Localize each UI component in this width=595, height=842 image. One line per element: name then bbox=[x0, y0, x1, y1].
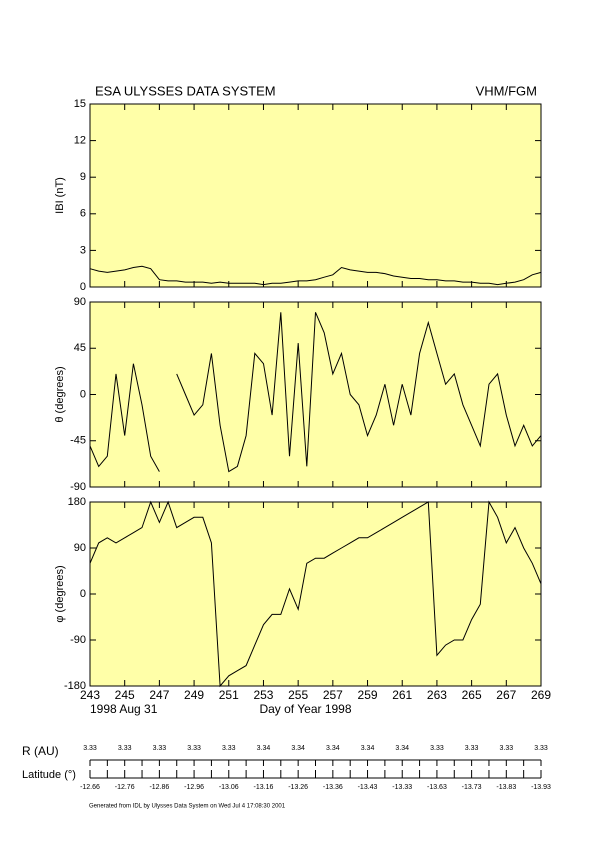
y-tick-label: 90 bbox=[74, 296, 86, 308]
x-tick-label: 255 bbox=[288, 688, 308, 702]
y-axis-label: φ (degrees) bbox=[54, 565, 66, 622]
y-tick-label: 15 bbox=[74, 98, 86, 110]
lat-value: -12.96 bbox=[184, 784, 204, 791]
r-value: 3.33 bbox=[153, 745, 167, 752]
y-tick-label: 0 bbox=[80, 281, 86, 293]
x-tick-label: 263 bbox=[427, 688, 447, 702]
r-value: 3.33 bbox=[430, 745, 444, 752]
r-value: 3.34 bbox=[361, 745, 375, 752]
x-tick-label: 265 bbox=[462, 688, 482, 702]
lat-value: -13.36 bbox=[323, 784, 343, 791]
y-tick-label: 90 bbox=[74, 542, 86, 554]
x-tick-label: 257 bbox=[323, 688, 343, 702]
y-tick-label: -90 bbox=[70, 634, 86, 646]
lat-value: -13.26 bbox=[288, 784, 308, 791]
lat-value: -13.16 bbox=[254, 784, 274, 791]
y-tick-label: 6 bbox=[80, 208, 86, 220]
y-tick-label: 180 bbox=[68, 496, 86, 508]
footer: Generated from IDL by Ulysses Data Syste… bbox=[89, 804, 286, 810]
lat-value: -13.73 bbox=[462, 784, 482, 791]
r-label: R (AU) bbox=[22, 744, 59, 758]
plot-area bbox=[89, 501, 542, 687]
lat-value: -13.63 bbox=[427, 784, 447, 791]
x-tick-label: 253 bbox=[253, 688, 273, 702]
x-tick-label: 259 bbox=[358, 688, 378, 702]
lat-value: -12.66 bbox=[80, 784, 100, 791]
lat-value: -13.83 bbox=[496, 784, 516, 791]
page-title: ESA ULYSSES DATA SYSTEM bbox=[95, 83, 276, 98]
r-value: 3.33 bbox=[465, 745, 479, 752]
r-value: 3.33 bbox=[118, 745, 132, 752]
y-tick-label: -45 bbox=[70, 435, 86, 447]
lat-label: Latitude (°) bbox=[22, 769, 76, 781]
lat-value: -13.33 bbox=[392, 784, 412, 791]
y-tick-label: 12 bbox=[74, 135, 86, 147]
x-tick-label: 269 bbox=[531, 688, 551, 702]
r-value: 3.33 bbox=[499, 745, 513, 752]
y-tick-label: 0 bbox=[80, 588, 86, 600]
x-tick-label: 267 bbox=[496, 688, 516, 702]
r-value: 3.34 bbox=[291, 745, 305, 752]
y-tick-label: -180 bbox=[64, 680, 86, 692]
x-tick-label: 245 bbox=[115, 688, 135, 702]
y-axis-label: θ (degrees) bbox=[54, 366, 66, 422]
x-tick-label: 251 bbox=[219, 688, 239, 702]
r-value: 3.33 bbox=[222, 745, 236, 752]
r-value: 3.34 bbox=[326, 745, 340, 752]
instrument: VHM/FGM bbox=[476, 83, 537, 98]
r-value: 3.33 bbox=[534, 745, 548, 752]
y-tick-label: 0 bbox=[80, 388, 86, 400]
date-label: 1998 Aug 31 bbox=[90, 702, 158, 716]
y-tick-label: -90 bbox=[70, 481, 86, 493]
x-tick-label: 243 bbox=[80, 688, 100, 702]
data-line bbox=[89, 500, 542, 688]
plot-area bbox=[89, 103, 542, 288]
data-line bbox=[89, 312, 542, 473]
y-tick-label: 9 bbox=[80, 171, 86, 183]
x-tick-label: 261 bbox=[392, 688, 412, 702]
r-value: 3.34 bbox=[257, 745, 271, 752]
y-axis-label: IBI (nT) bbox=[54, 177, 66, 214]
r-value: 3.34 bbox=[395, 745, 409, 752]
r-value: 3.33 bbox=[83, 745, 97, 752]
x-axis-label: Day of Year 1998 bbox=[259, 702, 351, 716]
data-line bbox=[89, 265, 542, 286]
y-tick-label: 3 bbox=[80, 244, 86, 256]
lat-value: -12.86 bbox=[149, 784, 169, 791]
x-tick-label: 247 bbox=[149, 688, 169, 702]
lat-value: -12.76 bbox=[115, 784, 135, 791]
lat-value: -13.93 bbox=[531, 784, 551, 791]
y-tick-label: 45 bbox=[74, 342, 86, 354]
lat-value: -13.06 bbox=[219, 784, 239, 791]
r-value: 3.33 bbox=[187, 745, 201, 752]
x-tick-label: 249 bbox=[184, 688, 204, 702]
lat-value: -13.43 bbox=[358, 784, 378, 791]
plot-area bbox=[89, 301, 542, 488]
